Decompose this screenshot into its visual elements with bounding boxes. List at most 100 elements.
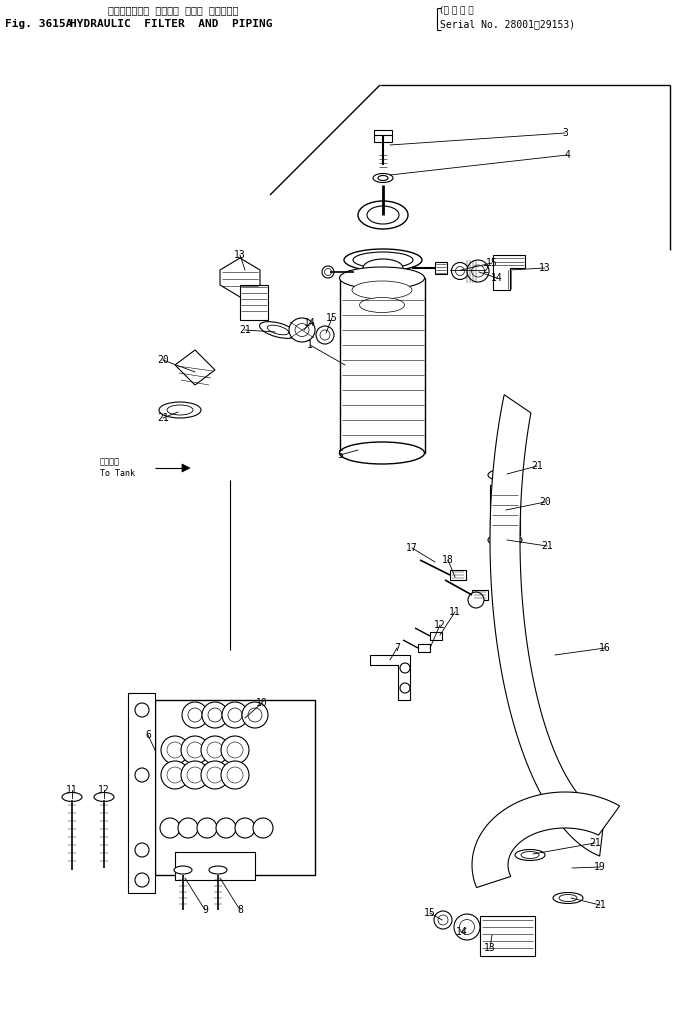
- Ellipse shape: [454, 914, 480, 940]
- Circle shape: [221, 761, 249, 789]
- Ellipse shape: [467, 260, 489, 282]
- Text: 21: 21: [589, 838, 601, 848]
- Circle shape: [201, 736, 229, 764]
- Ellipse shape: [438, 915, 448, 925]
- Ellipse shape: [352, 281, 412, 299]
- Ellipse shape: [62, 792, 82, 802]
- Circle shape: [187, 742, 203, 758]
- Text: 8: 8: [237, 905, 243, 915]
- Text: 13: 13: [234, 250, 246, 260]
- Text: HYDRAULIC  FILTER  AND  PIPING: HYDRAULIC FILTER AND PIPING: [70, 19, 273, 29]
- Text: 14: 14: [304, 318, 316, 328]
- Circle shape: [187, 767, 203, 783]
- Polygon shape: [370, 655, 410, 700]
- Circle shape: [201, 761, 229, 789]
- Bar: [155, 700, 315, 875]
- Ellipse shape: [295, 324, 309, 336]
- Circle shape: [235, 818, 255, 838]
- Circle shape: [216, 818, 236, 838]
- Ellipse shape: [460, 919, 475, 935]
- Ellipse shape: [363, 259, 403, 277]
- Ellipse shape: [324, 269, 331, 276]
- Bar: [240, 285, 268, 320]
- Circle shape: [207, 767, 223, 783]
- Text: 18: 18: [442, 555, 454, 565]
- Circle shape: [227, 742, 243, 758]
- Circle shape: [167, 742, 183, 758]
- Circle shape: [197, 818, 217, 838]
- Text: 15: 15: [424, 908, 436, 918]
- Text: 19: 19: [594, 862, 606, 872]
- Ellipse shape: [343, 271, 357, 285]
- Text: 11: 11: [449, 607, 461, 617]
- Circle shape: [182, 702, 208, 728]
- Text: 9: 9: [202, 905, 208, 915]
- Ellipse shape: [346, 275, 354, 282]
- Text: 15: 15: [486, 258, 498, 268]
- Text: 16: 16: [599, 643, 611, 653]
- Text: 4: 4: [564, 150, 570, 160]
- Polygon shape: [435, 262, 447, 274]
- Ellipse shape: [289, 318, 315, 342]
- Circle shape: [468, 592, 484, 608]
- Ellipse shape: [322, 266, 334, 278]
- Polygon shape: [450, 570, 466, 580]
- Text: 12: 12: [434, 620, 446, 630]
- Text: Fig. 3615A: Fig. 3615A: [5, 19, 72, 29]
- Text: 2: 2: [482, 265, 488, 275]
- Ellipse shape: [260, 322, 296, 338]
- Circle shape: [208, 708, 222, 722]
- Text: (適 用 号 機: (適 用 号 機: [440, 5, 473, 14]
- Ellipse shape: [174, 866, 192, 874]
- Bar: [480, 916, 535, 956]
- Text: 5: 5: [337, 450, 343, 460]
- Text: 3: 3: [562, 128, 568, 138]
- Ellipse shape: [515, 850, 545, 861]
- Polygon shape: [472, 792, 619, 888]
- Text: 10: 10: [256, 698, 268, 708]
- Ellipse shape: [159, 402, 201, 418]
- Ellipse shape: [358, 201, 408, 229]
- Text: 15: 15: [326, 313, 338, 323]
- Ellipse shape: [451, 262, 469, 280]
- Text: 11: 11: [66, 785, 78, 795]
- Text: 17: 17: [406, 543, 418, 554]
- Ellipse shape: [456, 266, 464, 276]
- Polygon shape: [418, 644, 430, 652]
- Ellipse shape: [167, 405, 193, 415]
- Ellipse shape: [344, 249, 422, 271]
- Text: 21: 21: [541, 541, 553, 551]
- Circle shape: [227, 767, 243, 783]
- Polygon shape: [175, 350, 215, 385]
- Polygon shape: [472, 590, 488, 600]
- Text: ハイドロリック  フィルタ  および  パイピング: ハイドロリック フィルタ および パイピング: [108, 5, 238, 15]
- Ellipse shape: [471, 265, 484, 277]
- Text: 21: 21: [239, 325, 251, 335]
- Circle shape: [242, 702, 268, 728]
- Bar: [128, 693, 155, 893]
- Ellipse shape: [367, 206, 399, 224]
- Text: 6: 6: [145, 730, 151, 740]
- Polygon shape: [182, 464, 190, 472]
- Text: 13: 13: [484, 943, 496, 953]
- Ellipse shape: [434, 911, 452, 929]
- Circle shape: [178, 818, 198, 838]
- Text: 21: 21: [594, 900, 606, 910]
- Polygon shape: [490, 395, 604, 856]
- Ellipse shape: [495, 536, 515, 543]
- Text: 20: 20: [539, 497, 551, 507]
- Circle shape: [135, 873, 149, 887]
- Text: 7: 7: [394, 643, 400, 653]
- Ellipse shape: [94, 792, 114, 802]
- Text: 21: 21: [157, 413, 169, 423]
- Circle shape: [253, 818, 273, 838]
- Text: 14: 14: [456, 927, 468, 937]
- Ellipse shape: [339, 266, 425, 289]
- Ellipse shape: [495, 472, 515, 479]
- Circle shape: [167, 767, 183, 783]
- Text: 13: 13: [539, 263, 551, 273]
- Text: 12: 12: [98, 785, 110, 795]
- Ellipse shape: [339, 442, 425, 464]
- Circle shape: [248, 708, 262, 722]
- Circle shape: [400, 683, 410, 693]
